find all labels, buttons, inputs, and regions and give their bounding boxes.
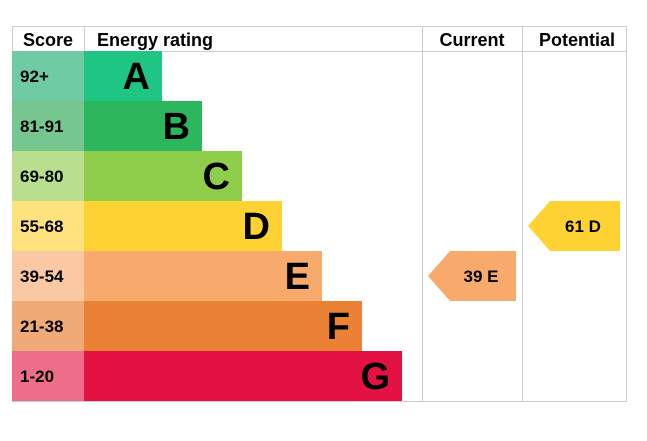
rating-bar [84,301,362,351]
rating-letter: C [203,156,230,198]
band-f: 21-38 F [12,301,362,351]
rating-letter: B [163,106,190,148]
score-range-label: 1-20 [20,367,54,386]
rating-indicators: 39 E 61 D [428,201,620,301]
band-b: 81-91 B [12,101,202,151]
score-range-label: 92+ [20,67,49,86]
rating-bar [84,51,162,101]
score-range-label: 39-54 [20,267,64,286]
energy-rating-header: Energy rating [97,30,213,50]
score-cell [12,151,84,201]
rating-letter: A [123,56,150,98]
potential-rating-label: 61 D [565,217,601,236]
rating-letter: G [360,356,390,398]
score-cell [12,51,84,101]
band-e: 39-54 E [12,251,322,301]
score-cell [12,301,84,351]
score-range-label: 55-68 [20,217,63,236]
rating-bands: 92+ A 81-91 B 69-80 C 55-68 D 39-54 E 21-38 F 1-20 G [12,51,402,401]
score-range-label: 69-80 [20,167,63,186]
rating-letter: D [243,206,270,248]
band-a: 92+ A [12,51,162,101]
current-header: Current [439,30,504,50]
score-cell [12,251,84,301]
current-rating-label: 39 E [464,267,499,286]
band-c: 69-80 C [12,151,242,201]
rating-bar [84,201,282,251]
potential-rating-arrow [528,201,620,251]
header-row: Score Energy rating Current Potential [23,30,615,50]
score-cell [12,101,84,151]
score-cell [12,351,84,401]
rating-bar [84,351,402,401]
potential-rating: 61 D [528,201,620,251]
potential-header: Potential [539,30,615,50]
current-rating: 39 E [428,251,516,301]
score-range-label: 21-38 [20,317,63,336]
rating-bar [84,151,242,201]
rating-letter: F [327,306,350,348]
score-cell [12,201,84,251]
band-d: 55-68 D [12,201,282,251]
score-range-label: 81-91 [20,117,63,136]
rating-bar [84,251,322,301]
rating-letter: E [285,256,310,298]
band-g: 1-20 G [12,351,402,401]
score-header: Score [23,30,73,50]
current-rating-arrow [428,251,516,301]
rating-bar [84,101,202,151]
